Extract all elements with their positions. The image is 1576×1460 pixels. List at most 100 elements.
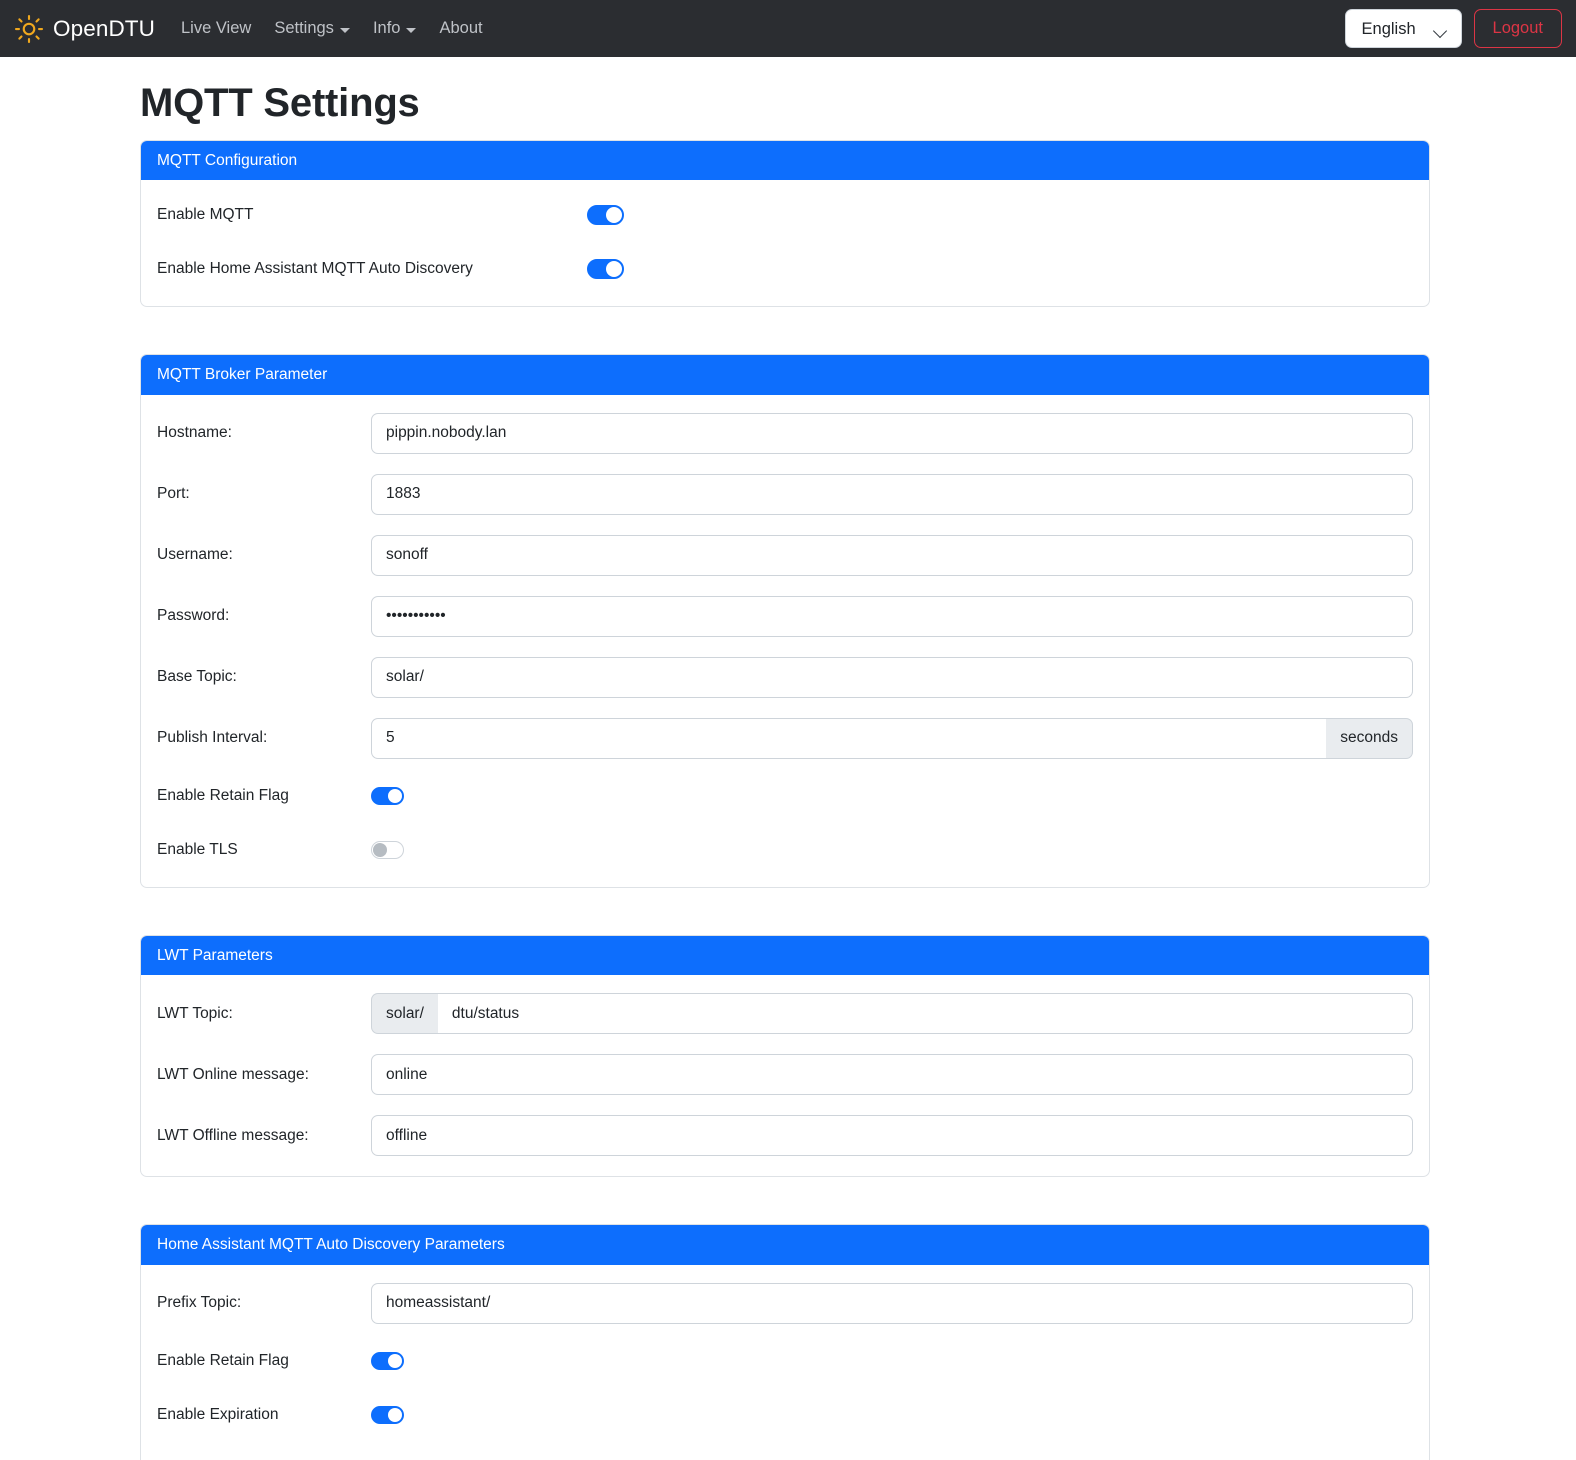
language-select[interactable]: English [1344,9,1462,48]
row-broker-enable-retain-flag: Enable Retain Flag [157,779,1413,813]
brand-link[interactable]: OpenDTU [14,14,155,44]
toggle-enable-ha-auto-discovery[interactable] [587,259,624,280]
chevron-down-icon [406,28,417,33]
control-port [371,473,1413,515]
control-hostname [371,412,1413,454]
row-lwt-topic: LWT Topic: solar/ [157,993,1413,1035]
label-lwt-topic: LWT Topic: [157,1004,233,1022]
card-header-mqtt-configuration: MQTT Configuration [141,141,1429,181]
base-topic-input[interactable] [371,656,1413,698]
card-body-lwt-parameters: LWT Topic: solar/ LWT Online message: LW… [141,975,1429,1176]
port-input[interactable] [371,473,1413,515]
row-individual-panels: Individual Panels [157,1452,1413,1460]
row-base-topic: Base Topic: [157,656,1413,698]
nav-item-settings[interactable]: Settings [274,19,350,38]
toggle-enable-tls[interactable] [371,840,404,859]
navbar-right-group: English Logout [1344,9,1562,48]
spacer [0,307,1576,354]
control-enable-mqtt [587,205,1413,226]
lwt-topic-group: solar/ [371,993,1413,1035]
label-password: Password: [157,607,230,625]
card-ha-auto-discovery-parameters: Home Assistant MQTT Auto Discovery Param… [140,1224,1430,1460]
card-lwt-parameters: LWT Parameters LWT Topic: solar/ LWT Onl… [140,934,1430,1178]
nav-item-info[interactable]: Info [373,19,417,38]
control-lwt-topic: solar/ [371,993,1413,1035]
publish-interval-input[interactable] [371,717,1327,759]
label-prefix-topic: Prefix Topic: [157,1294,242,1311]
lwt-topic-prefix-addon: solar/ [371,993,438,1035]
card-mqtt-broker-parameter: MQTT Broker Parameter Hostname: Port: Us… [140,354,1430,888]
lwt-offline-message-input[interactable] [371,1115,1413,1157]
control-base-topic [371,656,1413,698]
nav-links: Live View Settings Info About [181,19,483,38]
sun-icon [14,14,44,44]
card-body-mqtt-configuration: Enable MQTT Enable Home Assistant MQTT A… [141,180,1429,306]
label-lwt-online-message: LWT Online message: [157,1065,309,1083]
toggle-enable-mqtt[interactable] [587,205,624,226]
control-username [371,534,1413,576]
card-body-mqtt-broker-parameter: Hostname: Port: Username: Password: [141,395,1429,887]
control-prefix-topic [371,1282,1413,1324]
label-enable-mqtt: Enable MQTT [157,206,254,224]
toggle-enable-expiration[interactable] [371,1405,404,1424]
nav-link-about[interactable]: About [439,19,482,38]
row-username: Username: [157,534,1413,576]
username-input[interactable] [371,534,1413,576]
label-base-topic: Base Topic: [157,668,237,686]
label-publish-interval: Publish Interval: [157,729,268,747]
label-enable-expiration: Enable Expiration [157,1405,279,1423]
row-enable-tls: Enable TLS [157,833,1413,867]
lwt-topic-input[interactable] [437,993,1413,1035]
language-select-wrapper: English [1344,9,1462,48]
card-header-ha-auto-discovery-parameters: Home Assistant MQTT Auto Discovery Param… [141,1225,1429,1265]
label-port: Port: [157,485,190,503]
row-ha-enable-retain-flag: Enable Retain Flag [157,1344,1413,1378]
prefix-topic-input[interactable] [371,1282,1413,1324]
control-publish-interval: seconds [371,717,1413,759]
label-enable-ha-auto-discovery: Enable Home Assistant MQTT Auto Discover… [157,260,473,278]
nav-item-about[interactable]: About [439,19,482,38]
nav-link-settings[interactable]: Settings [274,19,350,38]
control-enable-tls [371,840,1413,859]
brand-text: OpenDTU [53,15,155,41]
spacer [0,1177,1576,1224]
password-input[interactable] [371,595,1413,637]
spacer [0,888,1576,935]
card-header-lwt-parameters: LWT Parameters [141,935,1429,976]
row-prefix-topic: Prefix Topic: [157,1282,1413,1324]
label-broker-enable-retain-flag: Enable Retain Flag [157,786,289,804]
nav-item-live-view[interactable]: Live View [181,19,251,38]
control-ha-enable-retain-flag [371,1351,1413,1370]
card-mqtt-configuration: MQTT Configuration Enable MQTT Enable Ho… [140,140,1430,308]
row-password: Password: [157,595,1413,637]
control-lwt-offline-message [371,1115,1413,1157]
control-password [371,595,1413,637]
label-lwt-offline-message: LWT Offline message: [157,1126,309,1144]
nav-link-info[interactable]: Info [373,19,417,38]
control-lwt-online-message [371,1054,1413,1096]
row-enable-ha-auto-discovery: Enable Home Assistant MQTT Auto Discover… [157,252,1413,286]
card-body-ha-auto-discovery-parameters: Prefix Topic: Enable Retain Flag Enable … [141,1265,1429,1460]
label-ha-enable-retain-flag: Enable Retain Flag [157,1351,289,1369]
card-header-mqtt-broker-parameter: MQTT Broker Parameter [141,355,1429,395]
row-enable-mqtt: Enable MQTT [157,198,1413,232]
toggle-broker-enable-retain-flag[interactable] [371,786,404,805]
nav-label-live-view: Live View [180,19,252,37]
logout-button[interactable]: Logout [1473,9,1562,48]
nav-link-live-view[interactable]: Live View [181,19,251,38]
row-hostname: Hostname: [157,412,1413,454]
control-enable-expiration [371,1405,1413,1424]
row-enable-expiration: Enable Expiration [157,1398,1413,1432]
control-broker-enable-retain-flag [371,786,1413,805]
top-navbar: OpenDTU Live View Settings Info About [0,0,1576,57]
row-lwt-offline-message: LWT Offline message: [157,1115,1413,1157]
nav-label-settings: Settings [274,19,334,37]
lwt-online-message-input[interactable] [371,1054,1413,1096]
row-lwt-online-message: LWT Online message: [157,1054,1413,1096]
label-enable-tls: Enable TLS [157,840,238,858]
nav-label-info: Info [372,19,401,37]
toggle-ha-enable-retain-flag[interactable] [371,1351,404,1370]
chevron-down-icon [339,28,350,33]
hostname-input[interactable] [371,412,1413,454]
publish-interval-unit-addon: seconds [1326,717,1413,759]
